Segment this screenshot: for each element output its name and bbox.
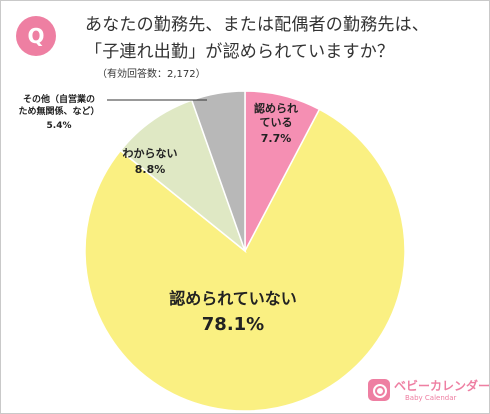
slice-label-not-allowed: 認められていない xyxy=(169,289,297,308)
slice-value-not-allowed: 78.1% xyxy=(202,314,264,335)
question-badge: Q xyxy=(16,16,56,56)
respondent-count-note: （有効回答数：2,172） xyxy=(97,69,206,80)
slice-value-allowed: 7.7% xyxy=(261,132,292,145)
question-title-line-2: 「子連れ出勤」が認められていますか？ xyxy=(85,42,395,62)
slice-label-allowed: 認められ xyxy=(254,101,298,115)
question-title-line-1: あなたの勤務先、または配偶者の勤務先は、 xyxy=(85,15,429,35)
slice-label-other: その他（自営業の xyxy=(23,93,95,105)
slice-label-unknown: わからない xyxy=(123,147,178,160)
slice-value-unknown: 8.8% xyxy=(135,163,166,176)
brand-subtitle: Baby Calendar xyxy=(405,394,457,402)
slice-value-other: 5.4% xyxy=(47,121,72,131)
brand-name: ベビーカレンダー xyxy=(394,379,490,393)
baby-calendar-logo-icon xyxy=(368,379,390,401)
slice-not-allowed xyxy=(84,108,406,412)
slice-label-other: ため無関係、など） xyxy=(18,105,99,117)
slice-label-allowed: ている xyxy=(260,116,293,129)
slice-unknown xyxy=(119,99,247,254)
